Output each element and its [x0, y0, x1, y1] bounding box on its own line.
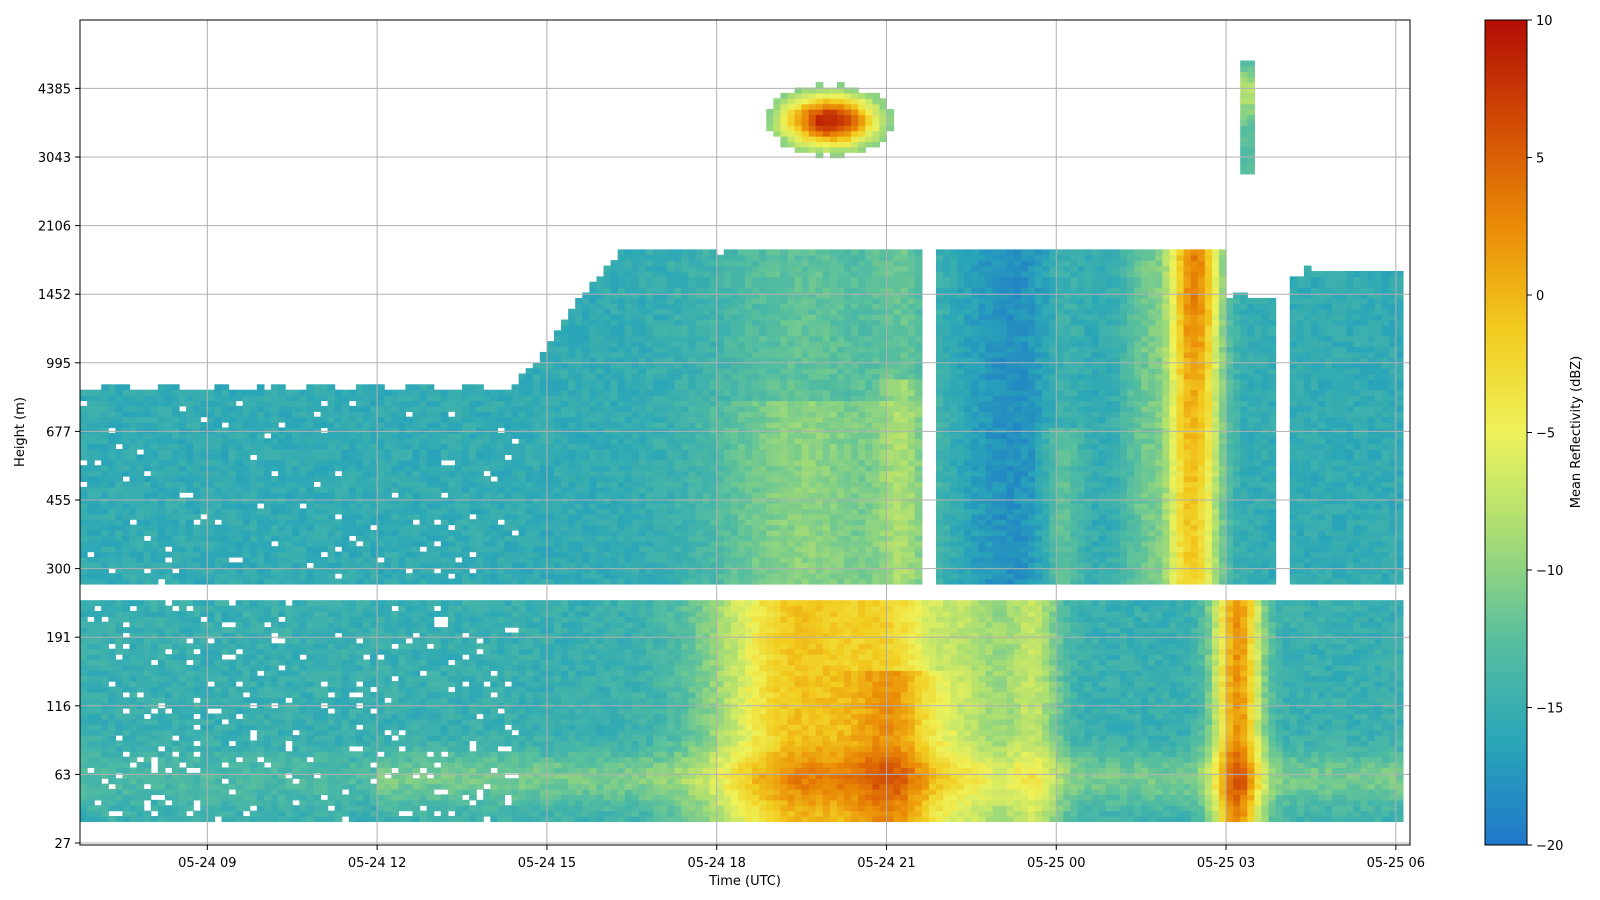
x-tick-label: 05-24 21 [857, 856, 915, 871]
y-axis: 27 63 116 191 300 455 677 995 1452 2106 3043 4385 [38, 82, 80, 852]
y-tick-label: 677 [46, 425, 71, 440]
plot-frame [79, 19, 1411, 846]
y-tick-label: 455 [46, 494, 71, 509]
colorbar-tick-label: −5 [1536, 427, 1555, 442]
y-tick-label: 116 [46, 700, 71, 715]
colorbar [1484, 19, 1528, 846]
y-tick-label: 191 [46, 631, 71, 646]
y-tick-label: 300 [46, 563, 71, 578]
colorbar-ticks: 10 5 0 −5 −10 −15 −20 [1527, 14, 1563, 854]
x-tick-label: 05-25 00 [1027, 856, 1085, 871]
colorbar-tick-label: 10 [1536, 14, 1553, 29]
colorbar-tick-label: −10 [1536, 564, 1563, 579]
heatmap-cells [80, 60, 1404, 823]
y-tick-label: 27 [54, 837, 71, 852]
x-tick-label: 05-24 18 [687, 856, 745, 871]
x-tick-label: 05-24 09 [178, 856, 236, 871]
colorbar-tick-label: −15 [1536, 702, 1563, 717]
colorbar-tick-label: 0 [1536, 289, 1544, 304]
x-tick-label: 05-25 03 [1197, 856, 1255, 871]
y-tick-label: 1452 [38, 288, 71, 303]
y-tick-label: 63 [54, 768, 71, 783]
y-tick-label: 4385 [38, 82, 71, 97]
y-tick-label: 2106 [38, 220, 71, 235]
colorbar-tick-label: 5 [1536, 152, 1544, 167]
x-tick-label: 05-24 15 [518, 856, 576, 871]
y-axis-label: Height (m) [13, 397, 28, 467]
y-tick-label: 3043 [38, 151, 71, 166]
x-tick-label: 05-25 06 [1367, 856, 1425, 871]
x-axis: 05-24 09 05-24 12 05-24 15 05-24 18 05-24 21… [178, 845, 1425, 871]
colorbar-label: Mean Reflectivity (dBZ) [1569, 356, 1584, 509]
x-tick-label: 05-24 12 [348, 856, 406, 871]
x-axis-label: Time (UTC) [708, 874, 781, 889]
y-tick-label: 995 [46, 357, 71, 372]
colorbar-tick-label: −20 [1536, 839, 1563, 854]
grid-lines [80, 20, 1410, 845]
